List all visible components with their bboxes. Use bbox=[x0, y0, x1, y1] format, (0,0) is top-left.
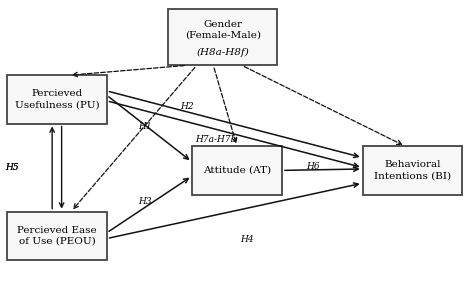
Text: H5: H5 bbox=[5, 163, 18, 172]
Text: H4: H4 bbox=[240, 235, 253, 245]
FancyBboxPatch shape bbox=[7, 212, 107, 260]
Text: (H8a-H8f): (H8a-H8f) bbox=[196, 48, 249, 57]
Text: H7a-H7b: H7a-H7b bbox=[195, 135, 237, 144]
FancyBboxPatch shape bbox=[168, 9, 277, 65]
Text: Gender
(Female-Male): Gender (Female-Male) bbox=[185, 20, 261, 40]
Text: H5: H5 bbox=[5, 163, 18, 172]
Text: H6: H6 bbox=[306, 162, 319, 171]
Text: H2: H2 bbox=[181, 102, 194, 111]
Text: Behavioral
Intentions (BI): Behavioral Intentions (BI) bbox=[374, 160, 451, 180]
Text: H3: H3 bbox=[138, 197, 151, 206]
Text: Percieved
Usefulness (PU): Percieved Usefulness (PU) bbox=[15, 89, 99, 109]
FancyBboxPatch shape bbox=[363, 146, 462, 195]
Text: Percieved Ease
of Use (PEOU): Percieved Ease of Use (PEOU) bbox=[17, 226, 97, 246]
FancyBboxPatch shape bbox=[192, 146, 282, 195]
FancyBboxPatch shape bbox=[7, 75, 107, 124]
Text: H1: H1 bbox=[138, 122, 151, 131]
Text: Attitude (AT): Attitude (AT) bbox=[203, 166, 271, 175]
